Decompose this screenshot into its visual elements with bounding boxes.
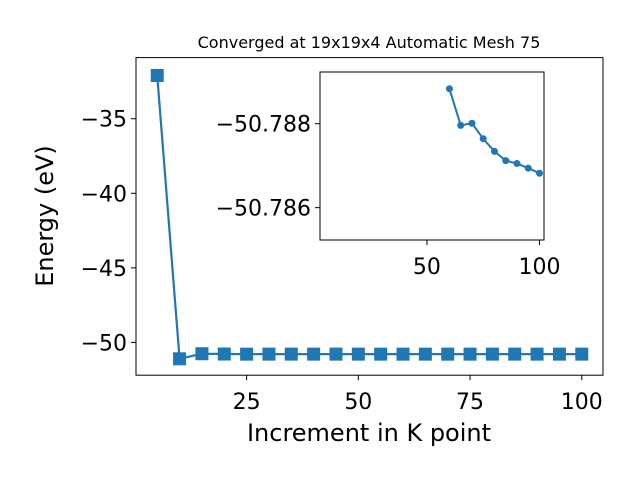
main-x-tick-label: 25 [233,390,261,415]
inset-y-ticks: −50.788 −50.786 [216,113,320,222]
main-y-tick-label: −45 [81,257,127,282]
main-data-point [217,347,231,361]
main-data-point [530,347,544,361]
inset-series [445,85,543,177]
main-series [150,68,589,366]
main-data-point [374,347,388,361]
inset-data-point [468,119,476,127]
main-data-point [195,347,209,361]
main-x-tick-label: 75 [456,390,484,415]
main-y-ticks: −50 −45 −40 −35 [81,108,136,356]
main-data-point [396,347,410,361]
inset-y-tick-label: −50.788 [216,113,311,138]
main-data-point [575,347,589,361]
main-data-point [441,347,455,361]
inset-data-point [479,135,487,143]
main-y-tick-label: −50 [81,331,127,356]
main-x-ticks: 25 50 75 100 [233,375,603,415]
main-data-point [240,347,254,361]
inset-data-point [536,169,543,177]
main-x-tick-label: 100 [561,390,603,415]
y-axis-label: Energy (eV) [31,145,59,287]
main-data-point [463,347,477,361]
main-data-point [508,347,522,361]
main-data-point [329,347,343,361]
inset-data-point [445,85,453,93]
inset-x-tick-label: 100 [518,255,560,280]
main-data-point [485,347,499,361]
main-data-point [173,352,187,366]
main-data-point [307,347,321,361]
inset-background [320,72,544,240]
chart-title: Converged at 19x19x4 Automatic Mesh 75 [198,33,541,52]
inset-x-tick-label: 50 [413,255,441,280]
x-axis-label: Increment in K point [247,419,491,447]
inset-y-tick-label: −50.786 [216,197,311,222]
inset-plot-frame [319,71,545,241]
main-data-point [262,347,276,361]
main-data-point [284,347,298,361]
main-y-tick-label: −40 [81,182,127,207]
inset-x-ticks: 50 100 [413,240,560,280]
inset-data-point [513,160,521,168]
main-x-tick-label: 50 [344,390,372,415]
main-data-point [351,347,365,361]
main-plot-frame [135,57,604,376]
main-data-point [552,347,566,361]
main-y-tick-label: −35 [81,108,127,133]
main-data-point [150,68,164,82]
inset-data-point [502,157,510,165]
main-data-point [418,347,432,361]
inset-data-point [524,164,532,172]
inset-data-point [490,147,498,155]
inset-data-point [457,121,465,129]
main-axes: 25 50 75 100 −50 −45 −40 −35 [81,57,604,415]
inset-axes: 50 100 −50.788 −50.786 [216,71,560,280]
